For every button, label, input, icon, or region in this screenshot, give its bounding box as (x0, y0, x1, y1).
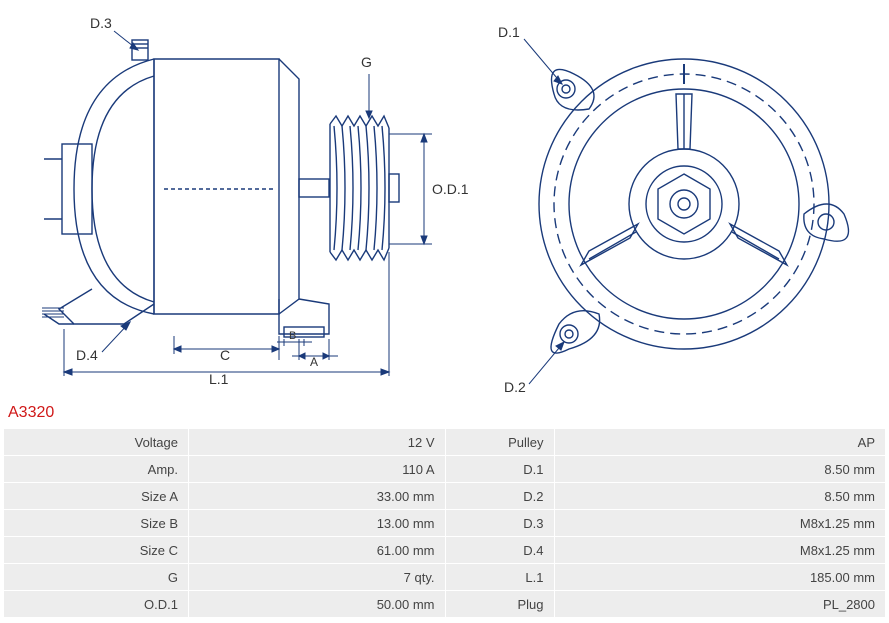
spec-value: AP (555, 429, 886, 455)
spec-row: Size A33.00 mm (4, 482, 445, 509)
spec-row: O.D.150.00 mm (4, 590, 445, 617)
spec-row: D.3M8x1.25 mm (445, 509, 886, 536)
label-d4: D.4 (76, 347, 98, 363)
spec-label: D.1 (445, 456, 555, 482)
spec-value: M8x1.25 mm (555, 537, 886, 563)
spec-row: Amp.110 A (4, 455, 445, 482)
spec-row: Size C61.00 mm (4, 536, 445, 563)
spec-row: D.28.50 mm (445, 482, 886, 509)
label-a: A (310, 355, 318, 369)
spec-label: Size C (4, 537, 189, 563)
spec-value: 7 qty. (189, 564, 445, 590)
spec-column-left: Voltage12 VAmp.110 ASize A33.00 mmSize B… (4, 428, 445, 617)
spec-value: PL_2800 (555, 591, 886, 617)
spec-row: Voltage12 V (4, 428, 445, 455)
spec-label: O.D.1 (4, 591, 189, 617)
spec-table: Voltage12 VAmp.110 ASize A33.00 mmSize B… (4, 428, 885, 617)
label-c: C (220, 347, 230, 363)
spec-label: Plug (445, 591, 555, 617)
spec-row: L.1185.00 mm (445, 563, 886, 590)
spec-label: D.4 (445, 537, 555, 563)
spec-label: Amp. (4, 456, 189, 482)
spec-value: 33.00 mm (189, 483, 445, 509)
drawing-svg: D.3 G O.D.1 D.4 C B A L.1 D.1 D.2 (4, 4, 885, 398)
spec-value: 8.50 mm (555, 483, 886, 509)
spec-label: Size A (4, 483, 189, 509)
spec-label: L.1 (445, 564, 555, 590)
spec-row: G7 qty. (4, 563, 445, 590)
label-g: G (361, 54, 372, 70)
label-d2: D.2 (504, 379, 526, 395)
spec-row: PulleyAP (445, 428, 886, 455)
label-d1: D.1 (498, 24, 520, 40)
label-l1: L.1 (209, 371, 229, 387)
spec-row: D.4M8x1.25 mm (445, 536, 886, 563)
spec-label: Voltage (4, 429, 189, 455)
spec-value: M8x1.25 mm (555, 510, 886, 536)
spec-value: 61.00 mm (189, 537, 445, 563)
spec-value: 8.50 mm (555, 456, 886, 482)
spec-row: PlugPL_2800 (445, 590, 886, 617)
label-od1: O.D.1 (432, 181, 469, 197)
label-b: B (289, 330, 296, 342)
spec-label: D.2 (445, 483, 555, 509)
spec-value: 50.00 mm (189, 591, 445, 617)
spec-label: Pulley (445, 429, 555, 455)
spec-label: G (4, 564, 189, 590)
spec-value: 110 A (189, 456, 445, 482)
technical-drawing: D.3 G O.D.1 D.4 C B A L.1 D.1 D.2 (4, 4, 885, 398)
part-number: A3320 (8, 404, 885, 422)
spec-row: D.18.50 mm (445, 455, 886, 482)
drawing-labels: D.3 G O.D.1 D.4 C B A L.1 D.1 D.2 (76, 15, 526, 395)
spec-row: Size B13.00 mm (4, 509, 445, 536)
spec-value: 13.00 mm (189, 510, 445, 536)
spec-value: 185.00 mm (555, 564, 886, 590)
spec-value: 12 V (189, 429, 445, 455)
spec-column-right: PulleyAPD.18.50 mmD.28.50 mmD.3M8x1.25 m… (445, 428, 886, 617)
label-d3: D.3 (90, 15, 112, 31)
spec-label: D.3 (445, 510, 555, 536)
spec-label: Size B (4, 510, 189, 536)
